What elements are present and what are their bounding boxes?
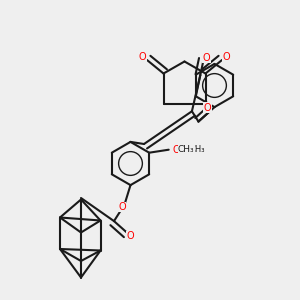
Text: CH₃: CH₃ <box>189 145 205 154</box>
Text: O: O <box>223 52 230 62</box>
Text: O: O <box>118 202 126 212</box>
Text: O: O <box>204 103 212 112</box>
Text: O: O <box>139 52 146 62</box>
Text: O: O <box>172 145 180 155</box>
Text: CH₃: CH₃ <box>178 145 194 154</box>
Text: O: O <box>203 52 211 62</box>
Text: O: O <box>126 231 134 241</box>
Text: O: O <box>176 145 184 155</box>
